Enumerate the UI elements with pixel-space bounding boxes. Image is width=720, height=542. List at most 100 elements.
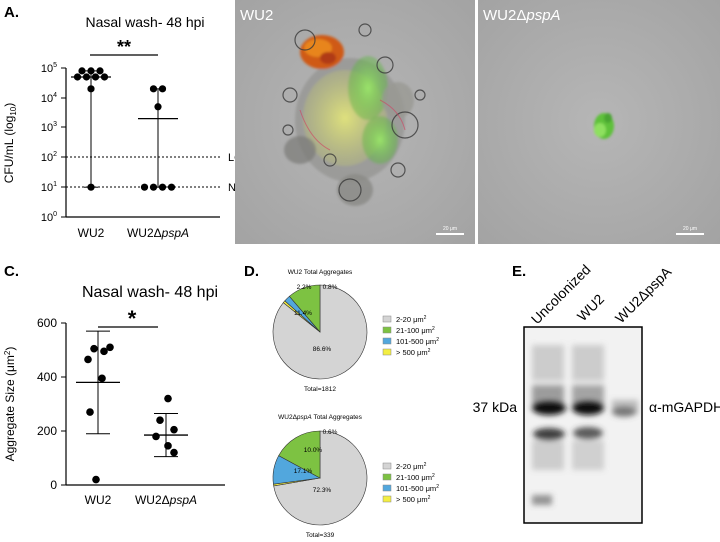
panel-c-point [98,374,106,383]
scale-bar-2-label: 20 μm [683,226,697,232]
panel-e: E. Uncolonized WU2 WU2ΔpspA [473,261,720,524]
legend1-label-1: 21-100 μm2 [396,326,435,335]
panel-c-point [90,344,98,353]
panel-a-sig: ** [117,37,131,57]
panel-a-y-ticks [61,67,66,218]
scale-bar-1 [436,233,464,235]
pie-slice [278,430,321,479]
panel-a-point [96,67,104,75]
panel-a-ytick-5: 105 [41,62,57,75]
panel-c-point [164,394,172,403]
legend2-label-1: 21-100 μm2 [396,473,435,482]
panel-c-point [106,343,114,352]
pie1-legend: 2-20 μm2 21-100 μm2 101-500 μm2 > 500 μm… [382,315,439,357]
legend1-swatch-3 [382,348,392,356]
legend1-label-2: 101-500 μm2 [396,337,439,346]
pie-slice-label: 86.6% [313,346,332,353]
scale-bar-1-label: 20 μm [443,226,457,232]
panel-a-point [78,67,86,75]
panel-c-xcat-2: WU2ΔpspA [135,493,197,507]
pie1-title: WU2 Total Aggregates [288,269,353,276]
panel-c-point [164,442,172,450]
panel-c-ytick-1: 200 [37,424,57,438]
pie-slice-label: 0.6% [323,429,338,436]
panel-c-y-ticks [61,322,66,486]
panel-a-letter: A. [4,4,19,21]
pie-slice-label: 10.0% [304,447,323,454]
panel-c-tick-labels: 0 200 400 600 [37,316,57,492]
panel-c-ylabel: Aggregate Size (μm2) [3,347,17,462]
kda-marker: 37 kDa [473,399,518,415]
panel-a-point [140,183,149,191]
pie-slice-label: 72.3% [313,487,332,494]
legend2-label-0: 2-20 μm2 [396,462,427,471]
panel-c-point [156,416,164,425]
panel-a-ytick-2: 102 [41,151,57,164]
legend1-swatch-2 [382,337,392,345]
legend2-label-2: 101-500 μm2 [396,484,439,493]
panel-c-point [170,448,178,457]
micrograph-wu2-pspa: WU2ΔpspA 20 μm [478,0,720,244]
pie-slice-label: 11.4% [294,310,312,317]
panel-c-sig: * [128,306,137,331]
lane-label-2: WU2 [574,291,607,324]
panel-e-letter: E. [512,263,526,280]
panel-c-xcat-1: WU2 [85,493,112,507]
panel-a-ytick-1: 101 [41,181,57,194]
antibody-label: α-mGAPDH [649,399,720,415]
panel-a-points [71,67,178,191]
pie-wu2: 86.6% 11.4% 2.2% 0.8% [272,284,368,380]
micrograph-wu2-pspa-label: WU2ΔpspA [483,7,561,24]
pie-slice-label: 2.2% [297,284,312,291]
panel-a-tick-labels: 100 101 102 103 104 105 [41,62,57,224]
micrograph-wu2-label: WU2 [240,7,273,24]
panel-d-letter: D. [244,263,259,280]
western-blot [523,326,643,524]
panel-a-ytick-4: 104 [41,92,57,105]
panel-c-title: Nasal wash- 48 hpi [82,284,218,301]
panel-a-point [167,183,176,191]
pie-slice-label: 17.1% [294,468,313,475]
panel-b: B. [235,0,720,244]
panel-a-ytick-0: 100 [41,211,57,224]
panel-c-point [152,432,160,441]
legend2-label-3: > 500 μm2 [396,495,431,504]
panel-a-xcat-2: WU2ΔpspA [127,226,189,240]
scale-bar-2 [676,233,704,235]
panel-c: C. Nasal wash- 48 hpi Aggregate Size (μm… [3,263,225,507]
panel-d: D. WU2 Total Aggregates 86.6% 11.4% 2.2% 0.… [244,263,439,539]
lane-label-3: WU2ΔpspA [612,263,675,326]
panel-c-point [170,425,178,434]
panel-a-title: Nasal wash- 48 hpi [85,14,204,30]
panel-c-point [86,408,94,416]
legend2-swatch-3 [382,495,392,503]
legend1-swatch-1 [382,326,392,334]
pie1-total: Total=1812 [304,386,336,393]
panel-a: A. Nasal wash- 48 hpi CFU/mL (log10) 100… [2,4,251,240]
legend1-swatch-0 [382,315,392,323]
pie-wu2-pspa: 72.3% 17.1% 10.0% 0.6% [272,429,368,526]
panel-c-point [92,475,100,484]
legend1-label-3: > 500 μm2 [396,348,431,357]
pie2-total: Total=339 [306,532,335,539]
panel-c-point [84,355,92,364]
pie-slice [288,284,321,333]
panel-c-ytick-2: 400 [37,370,57,384]
legend2-swatch-0 [382,462,392,470]
panel-c-ytick-3: 600 [37,316,57,330]
panel-c-letter: C. [4,263,19,280]
panel-a-xcat-1: WU2 [78,226,105,240]
panel-c-ytick-0: 0 [50,478,57,492]
panel-c-point [100,347,108,356]
panel-c-points [76,330,188,484]
pie2-title: WU2ΔpspA Total Aggregates [278,414,362,421]
legend2-swatch-2 [382,484,392,492]
legend2-swatch-1 [382,473,392,481]
legend1-label-0: 2-20 μm2 [396,315,427,324]
pie2-legend: 2-20 μm2 21-100 μm2 101-500 μm2 > 500 μm… [382,462,439,504]
panel-a-ytick-3: 103 [41,121,57,134]
micrograph-wu2: WU2 20 μm [235,0,475,244]
pie-slice-label: 0.8% [323,284,338,291]
panel-a-ylabel: CFU/mL (log10) [2,103,18,183]
